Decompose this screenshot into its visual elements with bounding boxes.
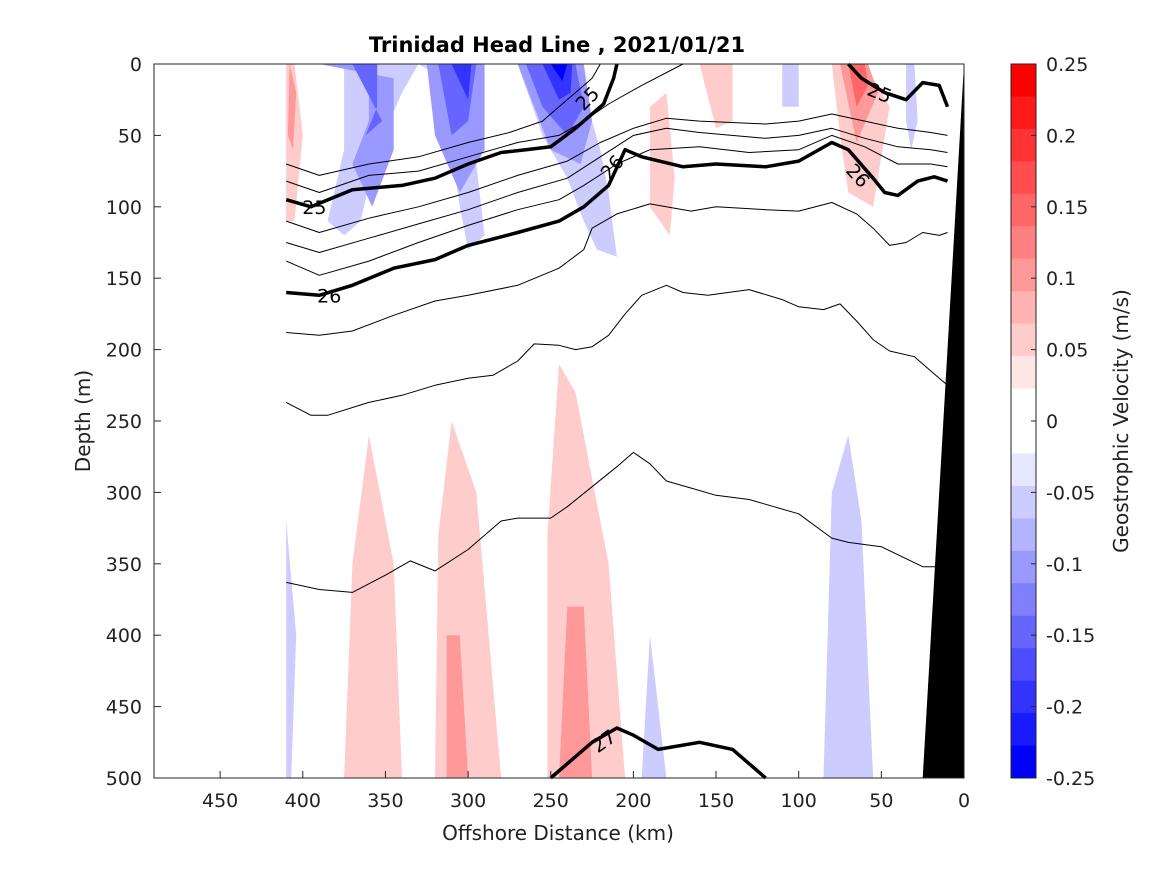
y-tick-label: 300 (106, 482, 142, 504)
x-tick-label: 150 (698, 790, 734, 812)
y-tick-label: 250 (106, 411, 142, 433)
x-tick-label: 350 (367, 790, 403, 812)
x-axis-label: Offshore Distance (km) (442, 821, 674, 845)
colorbar-segment (1011, 323, 1036, 357)
colorbar (1011, 64, 1036, 779)
velocity-field (286, 64, 918, 778)
chart-title: Trinidad Head Line , 2021/01/21 (369, 33, 745, 57)
colorbar-segment (1011, 96, 1036, 130)
x-tick-label: 200 (615, 790, 651, 812)
colorbar-tick-label: 0.25 (1046, 54, 1088, 76)
seafloor (922, 64, 964, 778)
x-tick-label: 100 (781, 790, 817, 812)
y-tick-label: 100 (106, 197, 142, 219)
density-contour-minor (286, 113, 948, 233)
contour-label: 26 (317, 285, 341, 307)
colorbar-label: Geostrophic Velocity (m/s) (1109, 289, 1133, 553)
colorbar-segment (1011, 421, 1036, 454)
colorbar-segment (1011, 745, 1036, 779)
density-contour-minor (286, 202, 948, 336)
colorbar-segment (1011, 258, 1036, 292)
density-contours (285, 62, 950, 780)
colorbar-segment (1011, 128, 1036, 162)
colorbar-ticks: 0.25 0.2 0.15 0.1 0.05 0 -0.05 -0.1 -0.15 -0.2 -0.… (1031, 54, 1095, 790)
colorbar-tick-label: 0.05 (1046, 340, 1088, 362)
density-contour-minor (286, 63, 601, 176)
colorbar-segment (1011, 680, 1036, 714)
colorbar-segment (1011, 713, 1036, 746)
x-tick-label: 400 (285, 790, 321, 812)
colorbar-segment (1011, 161, 1036, 195)
velocity-patch (352, 64, 383, 136)
colorbar-segment (1011, 64, 1036, 97)
y-tick-label: 450 (106, 697, 142, 719)
colorbar-segment (1011, 583, 1036, 617)
velocity-patch (287, 64, 297, 150)
x-tick-label: 300 (450, 790, 486, 812)
colorbar-segment (1011, 615, 1036, 649)
density-contour-major (847, 62, 950, 108)
x-tick-label: 50 (869, 790, 893, 812)
x-tick-label: 250 (533, 790, 569, 812)
y-tick-label: 500 (106, 768, 142, 790)
y-tick-label: 150 (106, 268, 142, 290)
velocity-patch (344, 435, 402, 778)
x-axis-ticks: 450 400 350 300 250 200 150 100 50 0 (202, 771, 970, 812)
colorbar-tick-label: 0 (1046, 411, 1058, 433)
colorbar-segment (1011, 648, 1036, 682)
y-tick-label: 50 (118, 125, 142, 147)
colorbar-segment (1011, 291, 1036, 325)
colorbar-segment (1011, 550, 1036, 584)
colorbar-tick-label: -0.2 (1046, 697, 1083, 719)
density-contour-major (549, 726, 767, 780)
velocity-patch (782, 64, 799, 107)
y-axis-label: Depth (m) (71, 370, 95, 472)
colorbar-segment (1011, 356, 1036, 389)
colorbar-segment (1011, 193, 1036, 227)
velocity-patch (446, 635, 469, 778)
colorbar-tick-label: -0.25 (1046, 768, 1095, 790)
velocity-patch (848, 64, 869, 107)
density-contour-minor (285, 284, 948, 416)
colorbar-tick-label: -0.15 (1046, 625, 1095, 647)
colorbar-segment (1011, 518, 1036, 552)
velocity-patch (823, 435, 874, 778)
y-tick-label: 200 (106, 340, 142, 362)
velocity-patch (542, 64, 573, 100)
colorbar-segment (1011, 453, 1036, 487)
velocity-patch (559, 606, 593, 778)
velocity-patch (550, 64, 568, 82)
colorbar-tick-label: 0.2 (1046, 125, 1076, 147)
density-contour-minor (286, 127, 948, 253)
bathymetry (922, 64, 964, 778)
density-contour-minor (286, 63, 684, 193)
y-axis-ticks: 0 50 100 150 200 250 300 350 400 450 500 (106, 54, 161, 790)
velocity-patch (451, 64, 472, 100)
colorbar-segment (1011, 485, 1036, 519)
x-tick-label: 0 (958, 790, 970, 812)
colorbar-segment (1011, 226, 1036, 260)
colorbar-tick-label: 0.15 (1046, 197, 1088, 219)
y-tick-label: 350 (106, 554, 142, 576)
x-tick-label: 450 (202, 790, 238, 812)
colorbar-tick-label: -0.05 (1046, 482, 1095, 504)
colorbar-tick-label: -0.1 (1046, 554, 1083, 576)
y-tick-label: 400 (106, 625, 142, 647)
density-contour-major (285, 63, 619, 209)
velocity-patch (286, 521, 297, 778)
contour-label: 25 (302, 197, 326, 219)
density-contour-minor (286, 134, 948, 276)
velocity-patch (699, 64, 733, 129)
colorbar-segment (1011, 388, 1036, 422)
y-tick-label: 0 (130, 54, 142, 76)
velocity-patch (906, 64, 918, 150)
colorbar-tick-label: 0.1 (1046, 268, 1076, 290)
velocity-patch (831, 64, 890, 207)
density-contour-major (286, 140, 949, 298)
density-contour-minor (286, 451, 948, 593)
